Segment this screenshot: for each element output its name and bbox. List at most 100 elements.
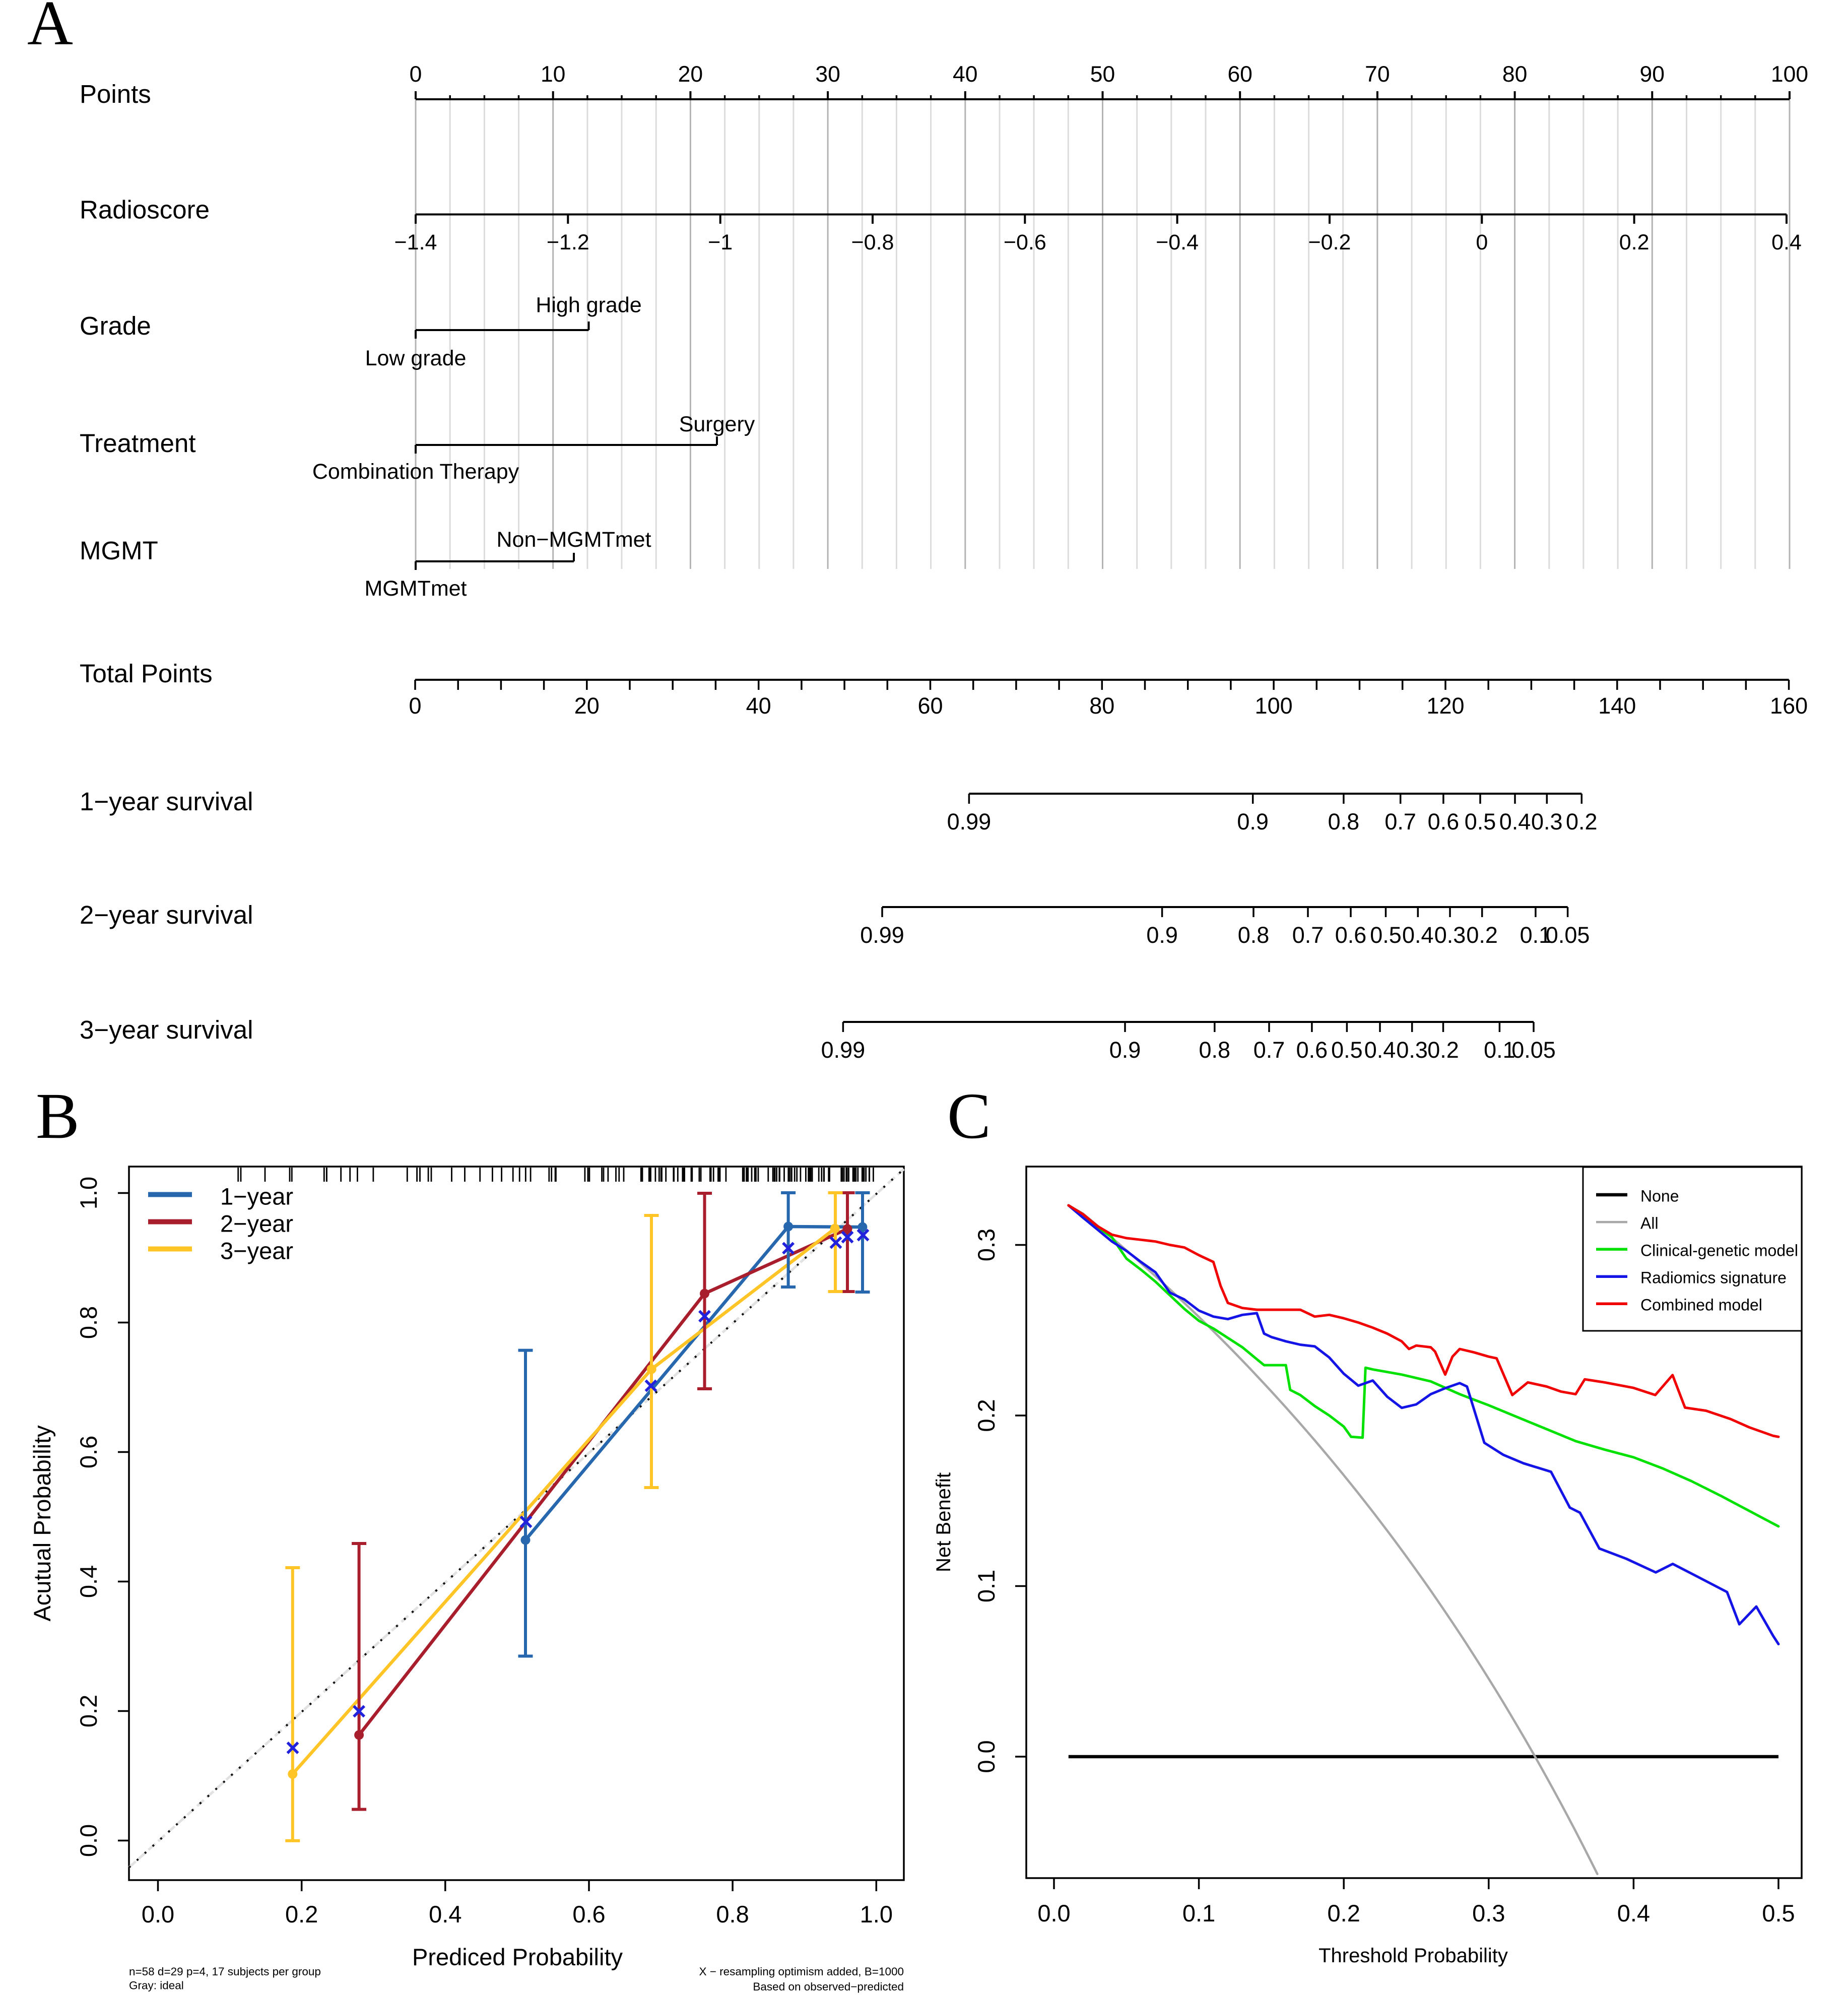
svg-text:−1.2: −1.2 (547, 230, 589, 254)
svg-text:0.2: 0.2 (75, 1695, 102, 1727)
svg-text:0.2: 0.2 (1466, 922, 1498, 948)
svg-text:70: 70 (1365, 62, 1390, 87)
svg-text:0.3: 0.3 (973, 1229, 1000, 1261)
svg-text:0.99: 0.99 (860, 922, 904, 948)
svg-text:0.1: 0.1 (973, 1570, 1000, 1602)
svg-text:0.05: 0.05 (1546, 922, 1590, 948)
svg-text:Combined model: Combined model (1640, 1296, 1762, 1314)
svg-text:Based on observed−predicted: Based on observed−predicted (753, 1980, 904, 1993)
svg-text:0.4: 0.4 (1771, 230, 1802, 254)
svg-text:0.1: 0.1 (1484, 1037, 1515, 1063)
svg-text:0.0: 0.0 (75, 1824, 102, 1857)
svg-text:1.0: 1.0 (860, 1901, 893, 1927)
svg-text:0.99: 0.99 (821, 1037, 866, 1063)
svg-text:0.4: 0.4 (75, 1565, 102, 1598)
svg-text:160: 160 (1770, 693, 1808, 719)
svg-text:0.2: 0.2 (1328, 1900, 1360, 1926)
svg-text:0.2: 0.2 (1427, 1037, 1459, 1063)
svg-text:40: 40 (746, 693, 771, 719)
svg-text:−0.6: −0.6 (1004, 230, 1046, 254)
svg-text:Grade: Grade (80, 311, 151, 340)
svg-text:Radioscore: Radioscore (80, 196, 210, 224)
svg-text:20: 20 (678, 62, 703, 87)
svg-text:0.6: 0.6 (1428, 809, 1460, 834)
svg-text:All: All (1640, 1214, 1659, 1233)
svg-text:0.4: 0.4 (429, 1901, 461, 1927)
svg-text:−0.2: −0.2 (1308, 230, 1351, 254)
svg-text:C: C (947, 1080, 991, 1152)
svg-text:40: 40 (953, 62, 978, 87)
svg-text:0: 0 (409, 693, 421, 719)
svg-text:0.0: 0.0 (1037, 1900, 1070, 1926)
svg-text:0.4: 0.4 (1402, 922, 1434, 948)
svg-text:0.6: 0.6 (572, 1901, 605, 1927)
svg-text:High grade: High grade (536, 293, 641, 317)
svg-text:0.0: 0.0 (973, 1740, 1000, 1773)
svg-text:0.3: 0.3 (1531, 809, 1563, 834)
svg-text:A: A (27, 0, 73, 58)
svg-text:MGMT: MGMT (80, 536, 158, 565)
svg-text:10: 10 (541, 62, 566, 87)
svg-text:n=58 d=29 p=4, 17 subjects per: n=58 d=29 p=4, 17 subjects per group (129, 1965, 321, 1978)
svg-text:0.4: 0.4 (1364, 1037, 1396, 1063)
svg-text:Combination Therapy: Combination Therapy (312, 460, 519, 484)
svg-text:120: 120 (1426, 693, 1464, 719)
svg-text:X − resampling optimism added,: X − resampling optimism added, B=1000 (699, 1965, 904, 1978)
svg-text:1−year survival: 1−year survival (80, 787, 253, 816)
svg-text:Prediced Probability: Prediced Probability (412, 1944, 623, 1970)
svg-text:Threshold Probability: Threshold Probability (1318, 1945, 1508, 1967)
svg-text:Non−MGMTmet: Non−MGMTmet (496, 528, 651, 552)
svg-text:−1: −1 (708, 230, 733, 254)
svg-text:100: 100 (1771, 62, 1808, 87)
svg-text:0.6: 0.6 (1296, 1037, 1328, 1063)
svg-text:−1.4: −1.4 (394, 230, 437, 254)
svg-text:100: 100 (1255, 693, 1293, 719)
svg-text:Radiomics signature: Radiomics signature (1640, 1269, 1787, 1287)
svg-text:0.0: 0.0 (142, 1901, 174, 1927)
svg-text:0.8: 0.8 (1238, 922, 1270, 948)
svg-text:0.5: 0.5 (1762, 1900, 1795, 1926)
svg-text:0.1: 0.1 (1182, 1900, 1215, 1926)
svg-text:0.1: 0.1 (1520, 922, 1552, 948)
svg-text:140: 140 (1598, 693, 1636, 719)
svg-text:0.2: 0.2 (1566, 809, 1598, 834)
svg-text:0.2: 0.2 (285, 1901, 318, 1927)
svg-text:1.0: 1.0 (75, 1177, 102, 1209)
svg-text:0.4: 0.4 (1617, 1900, 1650, 1926)
svg-text:0.8: 0.8 (1328, 809, 1360, 834)
svg-text:50: 50 (1090, 62, 1115, 87)
svg-text:0.2: 0.2 (1619, 230, 1649, 254)
svg-text:0.9: 0.9 (1146, 922, 1178, 948)
svg-text:3−year survival: 3−year survival (80, 1015, 253, 1044)
svg-text:0.8: 0.8 (716, 1901, 749, 1927)
svg-text:0.5: 0.5 (1331, 1037, 1363, 1063)
svg-text:0: 0 (410, 62, 422, 87)
svg-text:0.99: 0.99 (947, 809, 992, 834)
svg-text:0.8: 0.8 (75, 1306, 102, 1339)
svg-text:80: 80 (1502, 62, 1528, 87)
svg-text:0.05: 0.05 (1511, 1037, 1556, 1063)
svg-text:0.3: 0.3 (1396, 1037, 1428, 1063)
svg-text:0.9: 0.9 (1109, 1037, 1141, 1063)
svg-text:20: 20 (574, 693, 600, 719)
svg-text:Clinical-genetic model: Clinical-genetic model (1640, 1242, 1798, 1260)
svg-text:None: None (1640, 1187, 1679, 1205)
svg-text:0.3: 0.3 (1434, 922, 1466, 948)
svg-text:90: 90 (1640, 62, 1665, 87)
svg-text:0.7: 0.7 (1253, 1037, 1285, 1063)
svg-text:1−year: 1−year (220, 1183, 293, 1210)
svg-text:Net Benefit: Net Benefit (933, 1472, 955, 1572)
svg-text:0: 0 (1476, 230, 1488, 254)
svg-text:3−year: 3−year (220, 1238, 293, 1264)
svg-text:−0.8: −0.8 (851, 230, 894, 254)
svg-text:30: 30 (815, 62, 840, 87)
svg-text:60: 60 (917, 693, 943, 719)
svg-text:Points: Points (80, 80, 151, 108)
svg-text:2−year survival: 2−year survival (80, 900, 253, 929)
svg-text:0.9: 0.9 (1237, 809, 1269, 834)
svg-text:0.3: 0.3 (1472, 1900, 1505, 1926)
svg-text:B: B (36, 1080, 80, 1152)
svg-text:0.4: 0.4 (1499, 809, 1531, 834)
svg-text:0.7: 0.7 (1292, 922, 1324, 948)
svg-text:0.2: 0.2 (973, 1399, 1000, 1432)
